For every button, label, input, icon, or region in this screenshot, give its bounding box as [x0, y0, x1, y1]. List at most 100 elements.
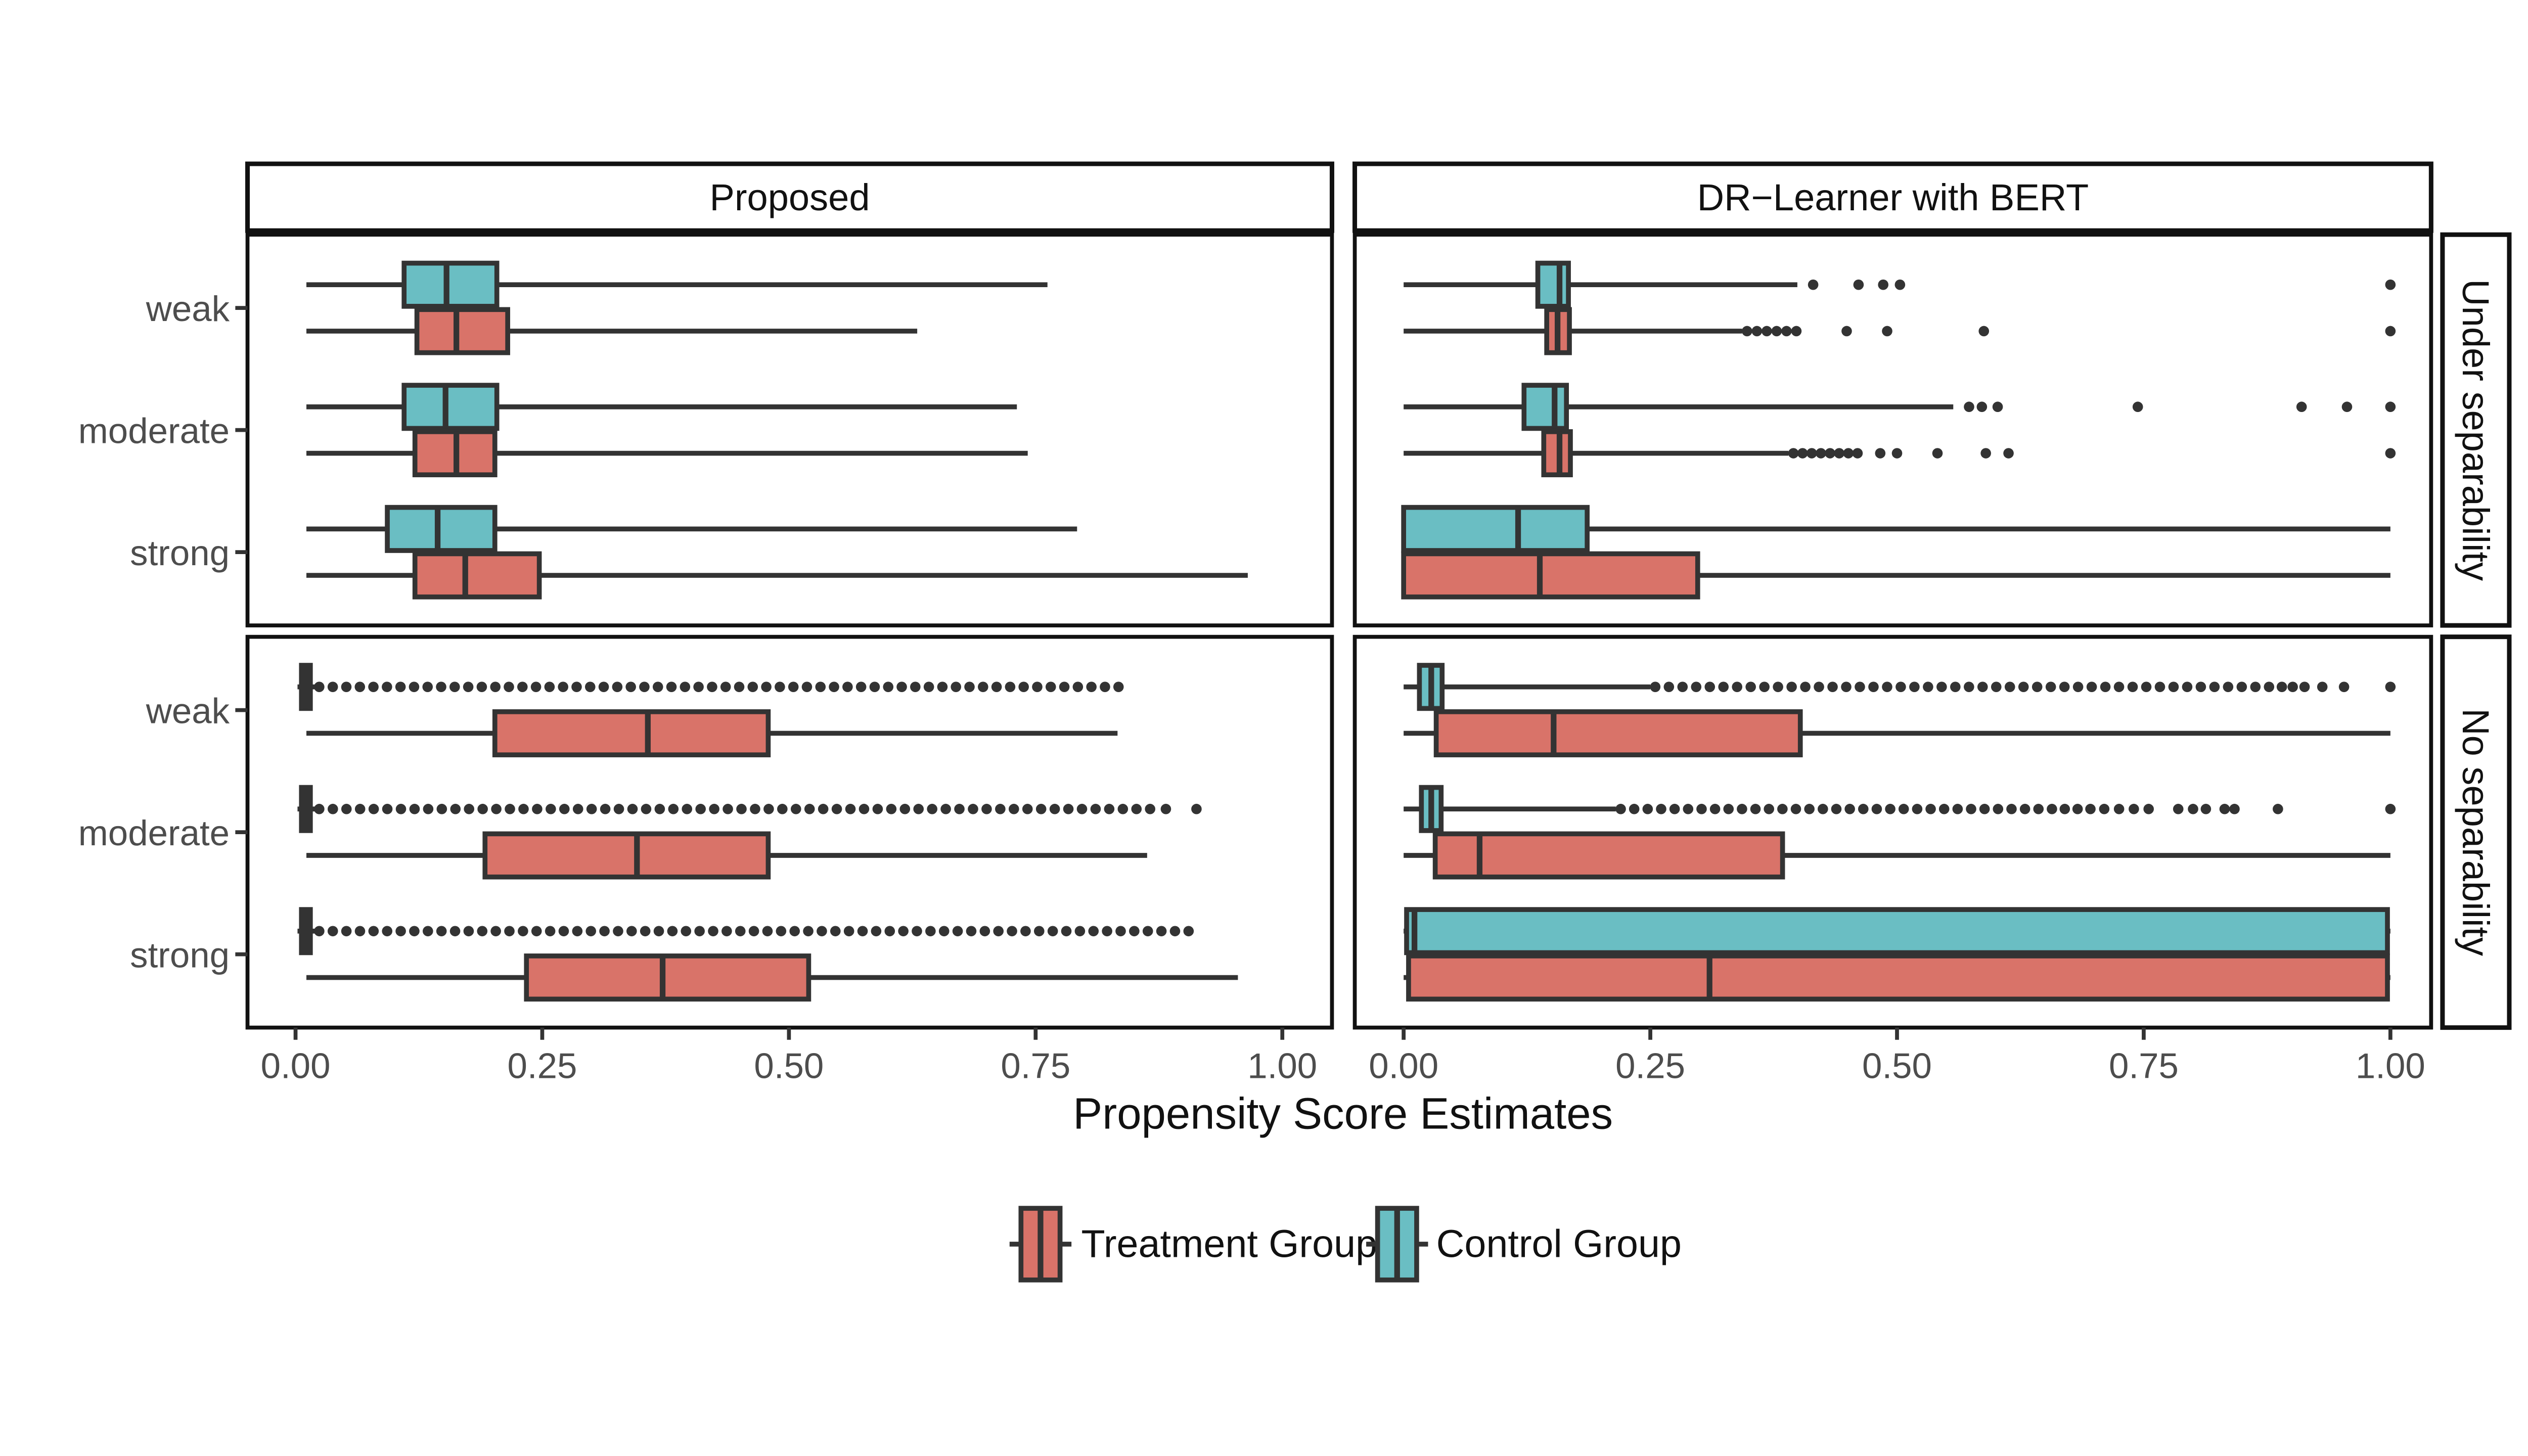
box-weak-control-outlier-dot	[2385, 681, 2396, 692]
x-tick-label: 0.50	[754, 1046, 824, 1086]
box-strong-control-outlier-dot	[327, 926, 338, 937]
box-moderate-control-outlier-dot	[859, 803, 870, 814]
box-weak-control-outlier-dot	[1882, 681, 1892, 692]
box-moderate-treatment-outlier-dot	[1980, 448, 1991, 459]
box-weak-control-outlier-dot	[1072, 681, 1084, 692]
box-moderate-control-outlier-dot	[559, 803, 570, 814]
box-strong-control-outlier-dot	[830, 926, 841, 937]
box-weak-control-outlier-dot	[625, 681, 636, 692]
box-weak-treatment-outlier-dot	[1771, 326, 1782, 337]
box-weak-control-outlier-dot	[558, 681, 568, 692]
x-tick-label: 0.25	[1615, 1046, 1685, 1086]
box-weak-control-outlier-dot	[1773, 681, 1783, 692]
box-moderate-control-outlier-dot	[927, 803, 937, 814]
box-weak-control-outlier-dot	[354, 681, 366, 692]
box-weak-treatment-outlier-dot	[1978, 326, 1990, 337]
box-weak-control-outlier-dot	[1005, 681, 1016, 692]
box-weak-control-outlier-dot	[2317, 681, 2328, 692]
box-moderate-control-outlier-dot	[954, 803, 965, 814]
box-weak-control-outlier-dot	[1045, 681, 1056, 692]
box-weak-control-outlier-dot	[1827, 681, 1838, 692]
box-strong-control-outlier-dot	[762, 926, 773, 937]
box-weak-control-outlier-dot	[2127, 681, 2138, 692]
box-moderate-control-outlier-dot	[627, 803, 638, 814]
box-strong-control-outlier-dot	[898, 926, 909, 937]
box-weak-control-outlier-dot	[1691, 681, 1702, 692]
box-strong-control	[385, 505, 498, 553]
box-strong-control-outlier-dot	[979, 926, 990, 937]
box-moderate-control-outlier-dot	[1992, 401, 2003, 413]
box-weak-control-outlier-dot	[707, 681, 717, 692]
box-strong-control-outlier-dot	[871, 926, 882, 937]
box-moderate-control-outlier-dot	[1885, 803, 1895, 814]
box-weak-treatment	[492, 709, 771, 757]
box-strong-control-outlier-dot	[653, 926, 664, 937]
box-moderate-control-outlier-dot	[1750, 803, 1761, 814]
box-moderate-control-outlier-dot	[981, 803, 992, 814]
box-moderate-control-outlier-dot	[586, 803, 597, 814]
box-moderate-control-outlier-dot	[2033, 803, 2044, 814]
box-strong-control-outlier-dot	[857, 926, 868, 937]
box-strong-control-outlier-dot	[449, 926, 461, 937]
box-strong-control-outlier-dot	[599, 926, 610, 937]
box-moderate-control-outlier-dot	[736, 803, 747, 814]
box-moderate-control-outlier-dot	[1076, 803, 1088, 814]
box-moderate-control-outlier-dot	[1629, 803, 1640, 814]
box-weak-control-outlier-dot	[1745, 681, 1756, 692]
box-moderate-control-outlier-dot	[2188, 803, 2198, 814]
box-moderate-treatment-outlier-dot	[1843, 448, 1854, 459]
box-strong-control-outlier-dot	[1074, 926, 1086, 937]
box-weak-control-outlier-dot	[1991, 681, 2002, 692]
box-weak-control-outlier-dot	[612, 681, 623, 692]
box-moderate-control-outlier-dot	[723, 803, 733, 814]
box-weak-control-outlier-dot	[422, 681, 433, 692]
box-moderate-control-outlier-dot	[1049, 803, 1060, 814]
box-moderate-control-outlier-dot	[668, 803, 679, 814]
box-weak-control-outlier-dot	[829, 681, 839, 692]
box-moderate-control-outlier-dot	[750, 803, 760, 814]
box-moderate-control-outlier-dot	[1790, 803, 1801, 814]
box-weak-control-outlier-dot	[2168, 681, 2179, 692]
box-moderate-control-outlier-dot	[518, 803, 529, 814]
box-weak-control-outlier-dot	[1868, 681, 1879, 692]
box-moderate-treatment-outlier-dot	[2003, 448, 2014, 459]
facet-strip-under-separability: Under separability	[2440, 232, 2512, 628]
box-moderate-control-outlier-dot	[654, 803, 665, 814]
box-strong-treatment	[1401, 551, 1700, 600]
box-weak-control-outlier-dot	[2299, 681, 2310, 692]
box-moderate-control-outlier-dot	[872, 803, 883, 814]
box-moderate-control-outlier-dot	[899, 803, 911, 814]
box-moderate-treatment-outlier-dot	[1807, 448, 1817, 459]
box-moderate-control-outlier-dot	[2113, 803, 2125, 814]
box-weak-control-outlier-dot	[463, 681, 474, 692]
box-weak-control-outlier-dot	[855, 681, 867, 692]
box-moderate-control-outlier-dot	[1117, 803, 1128, 814]
box-weak-control-outlier-dot	[1663, 681, 1675, 692]
box-weak-control-outlier-dot	[2182, 681, 2193, 692]
box-weak-control-outlier-dot	[896, 681, 907, 692]
facet-strip-drlearner: DR−Learner with BERT	[1352, 161, 2433, 233]
legend-control-label: Control Group	[1436, 1222, 1682, 1266]
facet-strip-under-label: Under separability	[2455, 279, 2497, 581]
plot-content: weak moderate strong weak moderate strong 0.00…	[78, 260, 2425, 1086]
box-weak-treatment-outlier-dot	[2385, 326, 2396, 337]
box-moderate-control-outlier-dot	[491, 803, 502, 814]
box-moderate-control-outlier-dot	[1696, 803, 1707, 814]
box-weak-control-outlier-dot	[1018, 681, 1029, 692]
box-weak-control-outlier-dot	[1086, 681, 1097, 692]
panel-proposed-nosep	[245, 634, 1334, 1030]
box-moderate-control-outlier-dot	[831, 803, 842, 814]
box-weak-control-outlier-dot	[2195, 681, 2206, 692]
box-weak-control-outlier-dot	[382, 681, 392, 692]
box-moderate-control-outlier-dot	[641, 803, 652, 814]
box-strong-control-outlier-dot	[463, 926, 474, 937]
box-weak-control-outlier-dot	[652, 681, 663, 692]
box-moderate-control-outlier-dot	[314, 803, 325, 814]
box-weak-control-outlier-dot	[2287, 681, 2298, 692]
box-moderate-control-outlier-dot	[1009, 803, 1019, 814]
x-tick-label: 0.00	[261, 1046, 331, 1086]
box-moderate-control-outlier-dot	[804, 803, 815, 814]
box-strong-control-outlier-dot	[667, 926, 678, 937]
box-weak-control-outlier-dot	[2059, 681, 2070, 692]
